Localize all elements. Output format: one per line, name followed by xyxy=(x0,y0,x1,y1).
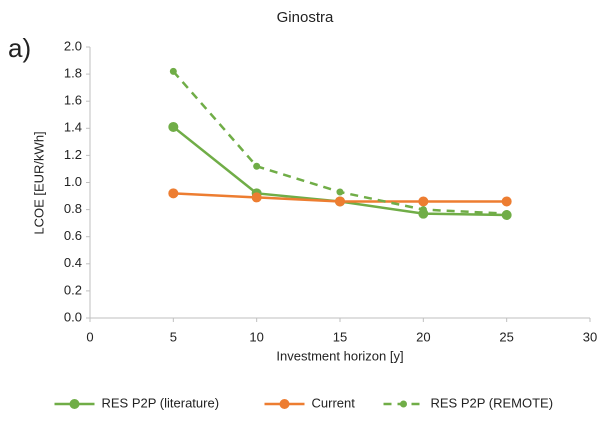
data-point xyxy=(335,196,345,207)
data-point xyxy=(418,196,429,207)
x-tick-label: 25 xyxy=(499,329,513,344)
x-tick-label: 0 xyxy=(86,329,93,344)
legend-label: RES P2P (literature) xyxy=(102,395,220,410)
y-tick-label: 1.2 xyxy=(64,147,82,162)
y-tick-label: 2.0 xyxy=(64,38,82,53)
legend-marker xyxy=(400,400,407,408)
y-tick-label: 1.4 xyxy=(64,120,82,135)
data-point xyxy=(501,196,512,207)
y-tick-label: 0.4 xyxy=(64,255,82,270)
x-tick-label: 20 xyxy=(416,329,430,344)
data-point xyxy=(503,210,511,218)
data-point xyxy=(419,206,427,214)
x-tick-label: 10 xyxy=(249,329,263,344)
x-tick-label: 30 xyxy=(583,329,597,344)
legend-marker xyxy=(69,399,80,409)
panel-label: a) xyxy=(8,33,31,63)
data-point xyxy=(253,162,261,170)
y-tick-label: 1.6 xyxy=(64,93,82,108)
legend-label: RES P2P (REMOTE) xyxy=(431,395,554,410)
y-tick-label: 1.8 xyxy=(64,66,82,81)
legend-marker xyxy=(279,399,290,409)
legend-label: Current xyxy=(312,395,356,410)
data-point xyxy=(168,188,179,199)
x-tick-label: 15 xyxy=(333,329,347,344)
y-tick-label: 0.0 xyxy=(64,309,82,324)
data-point xyxy=(169,67,177,75)
chart-title: Ginostra xyxy=(277,9,334,26)
y-tick-label: 1.0 xyxy=(64,174,82,189)
data-point xyxy=(336,188,344,196)
x-axis-label: Investment horizon [y] xyxy=(276,348,403,363)
data-point xyxy=(168,121,179,132)
data-point xyxy=(251,192,262,203)
x-tick-label: 5 xyxy=(170,329,177,344)
y-tick-label: 0.2 xyxy=(64,282,82,297)
y-tick-label: 0.8 xyxy=(64,201,82,216)
y-tick-label: 0.6 xyxy=(64,228,82,243)
y-axis-label: LCOE [EUR/kWh] xyxy=(31,131,46,234)
